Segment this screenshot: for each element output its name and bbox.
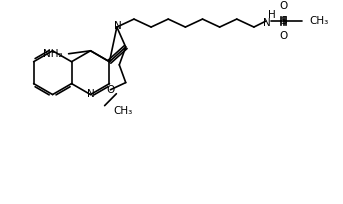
Text: CH₃: CH₃ xyxy=(310,16,329,26)
Text: N: N xyxy=(263,18,271,28)
Text: O: O xyxy=(106,85,115,95)
Text: S: S xyxy=(281,16,287,26)
Text: N: N xyxy=(114,21,122,31)
Text: O: O xyxy=(280,1,288,11)
Text: H: H xyxy=(268,10,275,20)
Text: CH₃: CH₃ xyxy=(114,106,133,116)
Text: O: O xyxy=(280,31,288,41)
Text: NH₂: NH₂ xyxy=(43,49,63,59)
Text: N: N xyxy=(87,89,94,99)
